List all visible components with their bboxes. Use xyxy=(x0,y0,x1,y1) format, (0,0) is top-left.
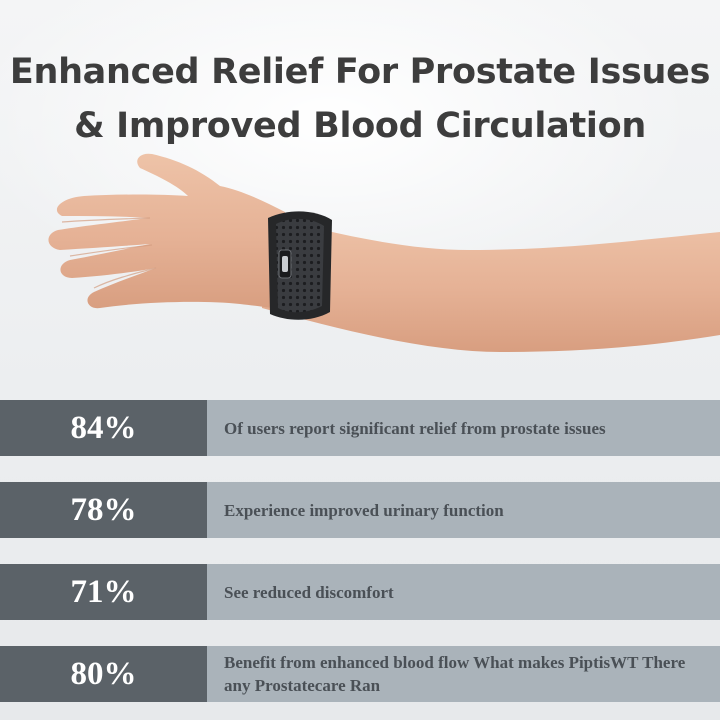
stat-description: See reduced discomfort xyxy=(207,564,720,620)
wristband xyxy=(268,211,332,320)
stat-description: Benefit from enhanced blood flow What ma… xyxy=(207,646,720,702)
stat-value: 78% xyxy=(0,482,207,538)
headline: Enhanced Relief For Prostate Issues & Im… xyxy=(0,45,720,153)
headline-line-2: & Improved Blood Circulation xyxy=(74,106,646,147)
headline-line-1: Enhanced Relief For Prostate Issues xyxy=(9,52,711,93)
stat-description: Of users report significant relief from … xyxy=(207,400,720,456)
stat-row-4: 80% Benefit from enhanced blood flow Wha… xyxy=(0,646,720,702)
stat-value: 71% xyxy=(0,564,207,620)
stat-row-2: 78% Experience improved urinary function xyxy=(0,482,720,538)
stat-description: Experience improved urinary function xyxy=(207,482,720,538)
arm-with-wristband-image xyxy=(48,153,720,352)
stat-row-1: 84% Of users report significant relief f… xyxy=(0,400,720,456)
stat-value: 84% xyxy=(0,400,207,456)
arm xyxy=(48,153,720,352)
stat-row-3: 71% See reduced discomfort xyxy=(0,564,720,620)
stat-value: 80% xyxy=(0,646,207,702)
